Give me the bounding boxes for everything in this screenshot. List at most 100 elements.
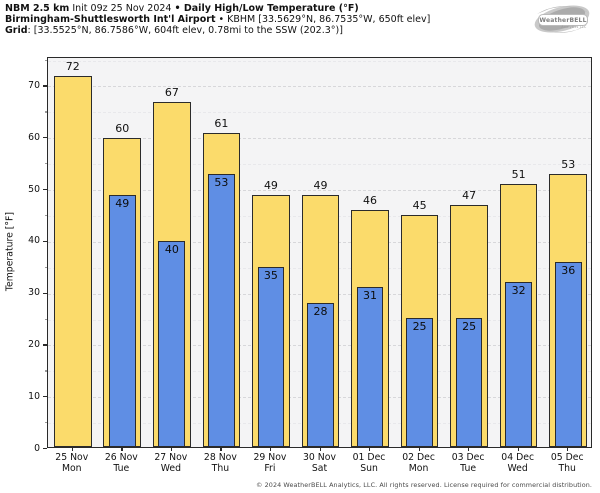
y-tick-mark: [43, 448, 47, 450]
high-value-label: 46: [363, 194, 378, 207]
low-bar: 32: [505, 282, 533, 447]
high-value-label: 49: [313, 178, 328, 192]
x-tick-mark: [567, 448, 569, 451]
x-tick-mark: [121, 448, 123, 451]
x-tick-date: 05 Dec: [550, 452, 584, 463]
y-minor-tick-mark: [44, 59, 47, 61]
y-tick-mark: [43, 85, 47, 87]
high-value-label: 49: [263, 178, 278, 192]
low-bar: 25: [455, 318, 483, 447]
y-tick-mark: [43, 292, 47, 294]
y-axis-label: Temperature [°F]: [4, 211, 16, 292]
y-tick-mark: [43, 396, 47, 398]
low-value-label: 36: [561, 263, 576, 277]
x-tick-weekday: Wed: [160, 463, 181, 474]
y-minor-tick-mark: [44, 422, 47, 424]
day-column: 45 25: [395, 58, 445, 447]
high-value-label: 51: [511, 168, 526, 182]
y-tick-label: 60: [28, 131, 40, 143]
y-minor-tick-mark: [44, 370, 47, 372]
high-value-label: 45: [412, 199, 427, 213]
x-tick-mark: [369, 448, 371, 451]
x-tick-mark: [418, 448, 420, 451]
minor-gridline: [48, 164, 591, 166]
y-minor-tick-mark: [44, 163, 47, 165]
x-tick-label: 01 Dec Sun: [344, 452, 394, 474]
y-tick-label: 50: [28, 183, 40, 195]
y-tick-label: 30: [28, 287, 40, 299]
x-tick-mark: [170, 448, 173, 451]
product-title: Daily High/Low Temperature (°F): [183, 3, 359, 14]
high-value-label: 60: [115, 121, 130, 135]
x-tick-label: 04 Dec Wed: [493, 452, 543, 474]
minor-gridline: [48, 60, 591, 62]
major-gridline: [48, 138, 591, 140]
x-tick-mark: [71, 448, 73, 451]
day-column: 49 28: [296, 58, 346, 447]
x-tick-mark: [517, 448, 519, 451]
low-bar: 49: [108, 194, 136, 447]
x-tick-date: 27 Nov: [154, 452, 188, 463]
chart-header: NBM 2.5 km Init 09z 25 Nov 2024 • Daily …: [5, 3, 430, 36]
x-tick-weekday: Tue: [113, 463, 130, 474]
x-tick-weekday: Mon: [408, 463, 429, 474]
x-tick-date: 04 Dec: [501, 452, 535, 463]
init-time: Init 09z 25 Nov 2024: [69, 3, 175, 14]
low-bar: 36: [554, 261, 582, 447]
low-value-label: 35: [263, 268, 278, 282]
day-column: 51 32: [494, 58, 544, 447]
y-minor-tick-mark: [44, 318, 47, 320]
y-tick-label: 70: [28, 79, 40, 91]
y-tick-mark: [43, 137, 47, 139]
weatherbell-logo-text: WeatherBELL: [538, 14, 588, 26]
bullet-separator: •: [174, 3, 184, 14]
x-tick-weekday: Sun: [360, 463, 378, 474]
weatherbell-logo-subtext: Analytics LLC: [561, 25, 587, 29]
low-bar: 35: [257, 266, 285, 447]
x-tick-label: 27 Nov Wed: [146, 452, 196, 474]
y-tick-label: 10: [28, 390, 40, 402]
plot-area: 72 60 49 67 40 61 53 49 35 49 28 46 31 45 25 47 25 51 32 53…: [47, 57, 592, 448]
low-bar: 40: [158, 240, 186, 447]
y-tick-label: 0: [34, 442, 40, 454]
major-gridline: [48, 190, 591, 192]
x-tick-label: 30 Nov Sat: [295, 452, 345, 474]
x-tick-weekday: Wed: [507, 463, 528, 474]
station-name: Birmingham-Shuttlesworth Int'l Airport: [5, 14, 216, 25]
low-value-label: 25: [462, 320, 477, 334]
x-tick-label: 05 Dec Thu: [542, 452, 592, 474]
day-column: 60 49: [98, 58, 148, 447]
day-column: 53 36: [543, 58, 593, 447]
grid-details: : [33.5525°N, 86.7586°W, 604ft elev, 0.7…: [27, 25, 343, 36]
low-value-label: 32: [511, 284, 526, 298]
x-tick-mark: [319, 448, 321, 451]
y-tick-label: 40: [28, 235, 40, 247]
y-minor-tick-mark: [44, 214, 47, 217]
x-tick-weekday: Fri: [264, 463, 276, 474]
x-tick-date: 26 Nov: [104, 452, 138, 463]
x-tick-label: 03 Dec Tue: [443, 452, 493, 474]
header-line-station: Birmingham-Shuttlesworth Int'l Airport •…: [5, 14, 430, 25]
x-tick-date: 28 Nov: [203, 452, 237, 463]
x-tick-label: 25 Nov Mon: [47, 452, 97, 474]
high-bar: [53, 76, 92, 447]
low-value-label: 49: [115, 196, 130, 210]
x-tick-date: 30 Nov: [303, 452, 336, 463]
day-column: 67 40: [147, 58, 197, 447]
y-tick-mark: [43, 240, 47, 243]
low-bar: 31: [356, 287, 384, 447]
x-tick-label: 28 Nov Thu: [196, 452, 246, 474]
y-tick-label: 20: [28, 338, 40, 350]
x-tick-mark: [220, 448, 222, 451]
x-tick-date: 02 Dec: [402, 452, 435, 463]
grid-label: Grid: [5, 25, 28, 36]
x-tick-weekday: Sat: [311, 463, 328, 474]
y-minor-tick-mark: [44, 111, 47, 113]
x-tick-date: 25 Nov: [55, 452, 89, 463]
day-column: 72: [48, 58, 98, 447]
high-value-label: 67: [164, 85, 179, 99]
day-column: 61 53: [197, 58, 247, 447]
y-minor-tick-mark: [44, 266, 47, 268]
high-value-label: 61: [214, 116, 229, 130]
